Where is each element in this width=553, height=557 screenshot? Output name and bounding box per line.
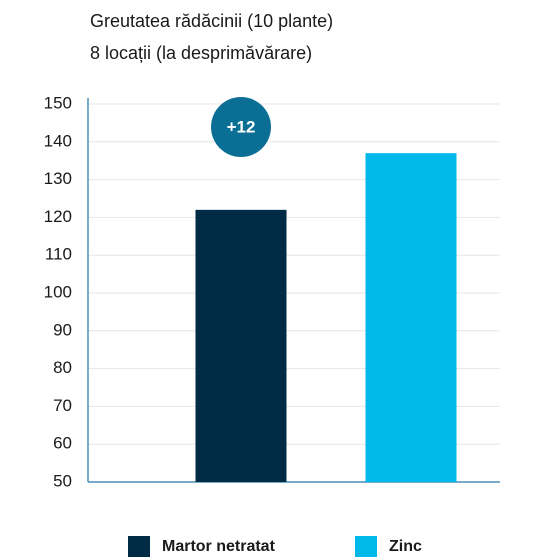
y-tick-label: 70 xyxy=(53,396,72,415)
y-tick-label: 80 xyxy=(53,358,72,377)
legend-swatch xyxy=(128,536,150,557)
chart-subtitle: 8 locații (la desprimăvărare) xyxy=(90,43,312,63)
annotation-badge xyxy=(211,97,271,157)
y-tick-label: 140 xyxy=(44,131,72,150)
y-tick-label: 100 xyxy=(44,282,72,301)
chart-title: Greutatea rădăcinii (10 plante) xyxy=(90,11,333,31)
y-tick-label: 110 xyxy=(45,245,72,264)
bar xyxy=(195,209,287,482)
y-tick-label: 50 xyxy=(53,471,72,490)
y-tick-label: 60 xyxy=(53,434,72,453)
legend-label: Zinc xyxy=(389,538,422,555)
legend-swatch xyxy=(355,536,377,557)
y-tick-label: 120 xyxy=(44,207,72,226)
annotation: +12 xyxy=(227,117,256,136)
y-tick-label: 150 xyxy=(44,93,72,112)
bar xyxy=(365,153,457,482)
legend-label: Martor netratat xyxy=(162,538,276,555)
y-tick-label: 90 xyxy=(53,320,72,339)
y-tick-label: 130 xyxy=(44,169,72,188)
